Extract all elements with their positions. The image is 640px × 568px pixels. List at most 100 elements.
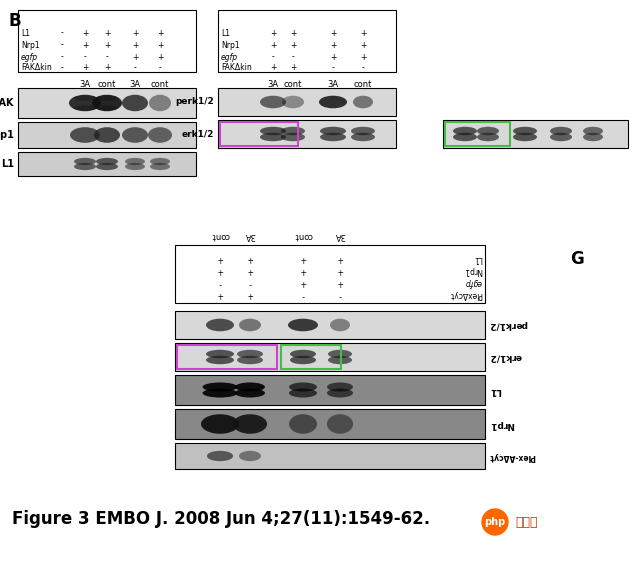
Ellipse shape bbox=[74, 163, 96, 170]
Bar bbox=[218, 10, 396, 72]
Text: +: + bbox=[82, 64, 88, 73]
Ellipse shape bbox=[353, 95, 373, 108]
Text: +: + bbox=[247, 254, 253, 264]
Ellipse shape bbox=[583, 127, 603, 135]
Ellipse shape bbox=[477, 127, 499, 135]
Text: -: - bbox=[159, 64, 161, 73]
Ellipse shape bbox=[74, 105, 96, 111]
Text: +: + bbox=[330, 28, 336, 37]
Bar bbox=[175, 443, 485, 469]
Text: +: + bbox=[217, 266, 223, 275]
Text: +: + bbox=[337, 266, 343, 275]
Text: -: - bbox=[219, 278, 221, 287]
Text: +: + bbox=[82, 28, 88, 37]
Text: 3A: 3A bbox=[79, 80, 91, 89]
Ellipse shape bbox=[202, 382, 237, 391]
Text: -: - bbox=[248, 278, 252, 287]
Ellipse shape bbox=[330, 319, 350, 331]
Text: +: + bbox=[360, 52, 366, 61]
Ellipse shape bbox=[281, 133, 305, 141]
Ellipse shape bbox=[235, 382, 265, 391]
Text: Nrp1: Nrp1 bbox=[221, 40, 239, 49]
Text: L1: L1 bbox=[221, 28, 230, 37]
Ellipse shape bbox=[149, 95, 171, 111]
Text: php: php bbox=[484, 517, 506, 527]
Text: +: + bbox=[157, 40, 163, 49]
Text: +: + bbox=[132, 40, 138, 49]
Text: +: + bbox=[300, 278, 306, 287]
Text: L1: L1 bbox=[1, 159, 14, 169]
Circle shape bbox=[482, 509, 508, 535]
Bar bbox=[175, 375, 485, 405]
Ellipse shape bbox=[513, 133, 537, 141]
Text: -: - bbox=[106, 52, 108, 61]
Ellipse shape bbox=[70, 127, 100, 143]
Bar bbox=[18, 152, 196, 176]
Ellipse shape bbox=[583, 133, 603, 141]
Text: G: G bbox=[570, 250, 584, 268]
Ellipse shape bbox=[351, 133, 375, 141]
Text: +: + bbox=[330, 40, 336, 49]
Ellipse shape bbox=[513, 127, 537, 135]
Bar bbox=[175, 245, 485, 303]
Text: Nrp1: Nrp1 bbox=[489, 420, 514, 428]
Bar bbox=[18, 10, 196, 72]
Bar bbox=[18, 122, 196, 148]
Text: +: + bbox=[330, 52, 336, 61]
Text: cont: cont bbox=[284, 80, 302, 89]
Text: +: + bbox=[300, 254, 306, 264]
Bar bbox=[18, 88, 196, 118]
Text: +: + bbox=[104, 64, 110, 73]
Text: 3A: 3A bbox=[335, 231, 346, 240]
Text: B: B bbox=[8, 12, 20, 30]
Ellipse shape bbox=[351, 127, 375, 135]
Ellipse shape bbox=[453, 127, 477, 135]
Text: +: + bbox=[104, 28, 110, 37]
Ellipse shape bbox=[290, 356, 316, 364]
Bar bbox=[218, 120, 396, 148]
Text: +: + bbox=[290, 40, 296, 49]
Text: +: + bbox=[104, 40, 110, 49]
Text: erk1/2: erk1/2 bbox=[182, 130, 214, 139]
Ellipse shape bbox=[74, 158, 96, 165]
Ellipse shape bbox=[239, 319, 261, 331]
Ellipse shape bbox=[94, 127, 120, 143]
Ellipse shape bbox=[282, 95, 304, 108]
Ellipse shape bbox=[237, 356, 263, 364]
Ellipse shape bbox=[125, 158, 145, 165]
Text: +: + bbox=[290, 64, 296, 73]
Bar bbox=[220, 122, 298, 146]
Bar bbox=[443, 120, 628, 148]
Text: +: + bbox=[157, 28, 163, 37]
Ellipse shape bbox=[96, 163, 118, 170]
Text: cont: cont bbox=[98, 80, 116, 89]
Ellipse shape bbox=[319, 95, 347, 108]
Text: perk1/2: perk1/2 bbox=[489, 320, 528, 329]
Text: cont: cont bbox=[294, 231, 312, 240]
Bar bbox=[177, 345, 277, 369]
Ellipse shape bbox=[207, 451, 233, 461]
Text: +: + bbox=[360, 40, 366, 49]
Text: -: - bbox=[339, 290, 341, 299]
Bar bbox=[175, 343, 485, 371]
Ellipse shape bbox=[260, 127, 286, 135]
Bar bbox=[175, 311, 485, 339]
Text: egfp: egfp bbox=[21, 52, 38, 61]
Text: +: + bbox=[337, 254, 343, 264]
Text: L1: L1 bbox=[489, 386, 501, 395]
Ellipse shape bbox=[206, 319, 234, 331]
Text: 3A: 3A bbox=[129, 80, 141, 89]
Ellipse shape bbox=[69, 95, 101, 111]
Ellipse shape bbox=[201, 414, 239, 434]
Ellipse shape bbox=[97, 105, 118, 111]
Text: 3A: 3A bbox=[244, 231, 255, 240]
Ellipse shape bbox=[288, 319, 318, 331]
Ellipse shape bbox=[97, 95, 118, 101]
Text: perk1/2: perk1/2 bbox=[175, 98, 214, 107]
Bar bbox=[175, 409, 485, 439]
Bar bbox=[281, 345, 341, 369]
Ellipse shape bbox=[289, 414, 317, 434]
Ellipse shape bbox=[320, 127, 346, 135]
Ellipse shape bbox=[281, 127, 305, 135]
Ellipse shape bbox=[550, 133, 572, 141]
